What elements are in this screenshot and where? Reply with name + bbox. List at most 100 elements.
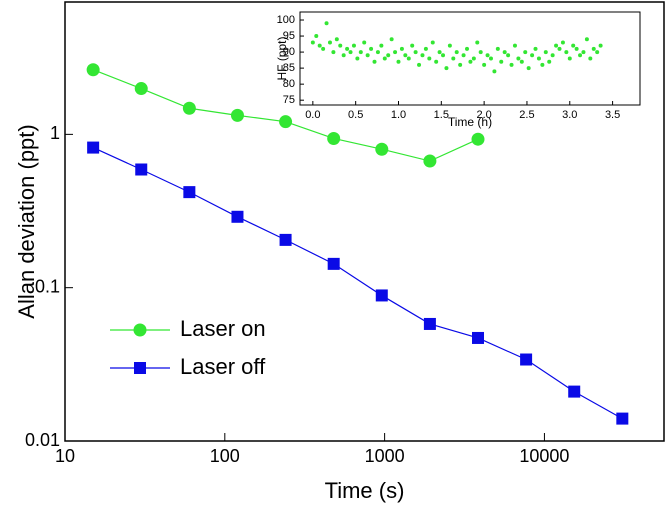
marker <box>182 101 196 115</box>
x-axis-label: Time (s) <box>325 478 405 503</box>
point <box>369 46 374 51</box>
point <box>410 43 415 48</box>
point <box>454 50 459 55</box>
y-tick-label: 95 <box>283 30 295 42</box>
point <box>417 62 422 67</box>
point <box>406 56 411 61</box>
point <box>595 50 600 55</box>
point <box>499 59 504 64</box>
marker <box>279 115 293 129</box>
point <box>362 40 367 45</box>
point <box>375 50 380 55</box>
point <box>382 56 387 61</box>
marker <box>423 154 437 168</box>
point <box>591 46 596 51</box>
point <box>506 53 511 58</box>
y-tick-label: 90 <box>283 46 295 58</box>
point <box>327 40 332 45</box>
point <box>321 46 326 51</box>
point <box>495 46 500 51</box>
marker <box>231 210 244 223</box>
point <box>567 56 572 61</box>
point <box>447 43 452 48</box>
series-line <box>92 147 623 420</box>
y-tick-label: 75 <box>283 94 295 106</box>
point <box>571 43 576 48</box>
x-tick-label: 1.0 <box>391 109 406 121</box>
point <box>341 53 346 58</box>
point <box>386 53 391 58</box>
point <box>574 46 579 51</box>
point <box>434 59 439 64</box>
point <box>478 50 483 55</box>
y-axis-label: HF (ppt) <box>275 36 289 80</box>
x-axis-label: Time (h) <box>448 115 492 129</box>
point <box>437 50 442 55</box>
point <box>516 56 521 61</box>
y-tick-label: 100 <box>277 14 295 26</box>
point <box>331 50 336 55</box>
marker <box>616 412 629 425</box>
marker <box>375 142 389 156</box>
marker <box>472 331 485 344</box>
point <box>560 40 565 45</box>
point <box>557 46 562 51</box>
point <box>512 43 517 48</box>
legend-label: Laser on <box>180 316 266 341</box>
point <box>519 59 524 64</box>
point <box>547 59 552 64</box>
point <box>485 53 490 58</box>
marker <box>327 131 341 145</box>
point <box>451 56 456 61</box>
y-tick-label: 0.01 <box>25 430 60 450</box>
x-tick-label: 10 <box>55 446 75 466</box>
marker <box>471 132 485 146</box>
marker <box>279 233 292 246</box>
point <box>502 50 507 55</box>
marker <box>375 289 388 302</box>
point <box>427 56 432 61</box>
point <box>393 50 398 55</box>
marker <box>87 141 100 154</box>
x-tick-label: 3.0 <box>562 109 577 121</box>
point <box>554 43 559 48</box>
point <box>536 56 541 61</box>
y-axis-label: Allan deviation (ppt) <box>14 124 39 318</box>
marker <box>86 63 100 77</box>
point <box>482 62 487 67</box>
marker <box>568 385 581 398</box>
point <box>526 66 531 71</box>
point <box>351 43 356 48</box>
point <box>334 37 339 42</box>
x-tick-label: 100 <box>210 446 240 466</box>
point <box>584 37 589 42</box>
point <box>458 62 463 67</box>
point <box>324 21 329 26</box>
point <box>581 50 586 55</box>
marker <box>327 257 340 270</box>
point <box>468 59 473 64</box>
point <box>461 53 466 58</box>
point <box>345 46 350 51</box>
point <box>523 50 528 55</box>
x-tick-label: 2.5 <box>519 109 534 121</box>
point <box>465 46 470 51</box>
marker <box>134 82 148 96</box>
x-tick-label: 1000 <box>365 446 405 466</box>
point <box>533 46 538 51</box>
marker <box>520 353 533 366</box>
y-tick-label: 0.1 <box>35 276 60 296</box>
point <box>540 62 545 67</box>
point <box>471 56 476 61</box>
point <box>358 50 363 55</box>
point <box>310 40 315 45</box>
x-tick-label: 10000 <box>519 446 569 466</box>
point <box>430 40 435 45</box>
plot-frame <box>299 11 641 106</box>
x-tick-label: 0.0 <box>305 109 320 121</box>
point <box>488 56 493 61</box>
point <box>365 53 370 58</box>
point <box>598 43 603 48</box>
